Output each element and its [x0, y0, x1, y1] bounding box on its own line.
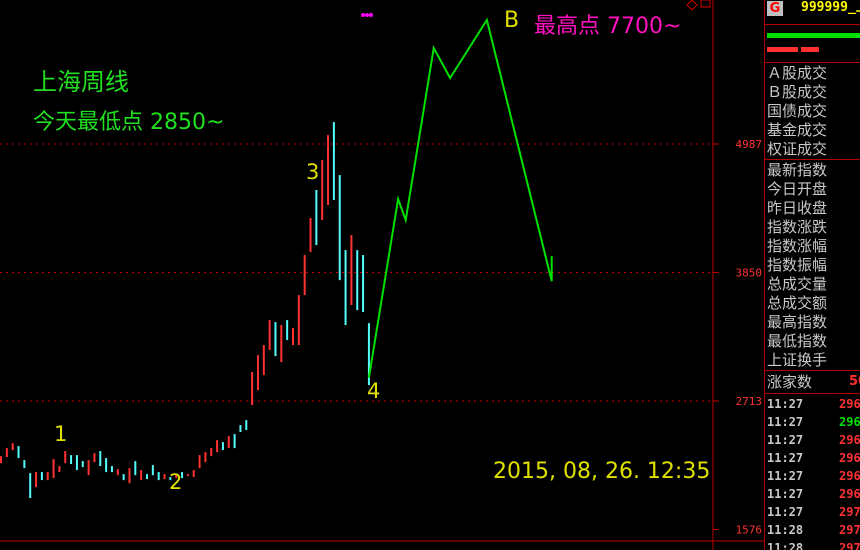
g-icon[interactable]: G: [767, 1, 783, 16]
tick-time: 11:27: [767, 487, 804, 501]
panel-label: Ｂ股成交: [767, 83, 828, 101]
y-tick-label: 2713: [736, 395, 763, 408]
panel-label: 基金成交: [767, 121, 828, 139]
panel-label: 权证成交: [767, 140, 828, 158]
projection-line: [367, 17, 553, 378]
tick-value: 297: [839, 523, 860, 537]
tick-time: 11:28: [767, 541, 804, 550]
wave-label-4: 4: [367, 379, 381, 403]
rise-count-value: 50: [849, 374, 860, 389]
green-ratio-bar: [767, 33, 860, 38]
tick-value: 296: [839, 433, 860, 447]
tick-row: 11:28 297: [765, 539, 860, 550]
high-point-note: 最高点 7700~: [534, 14, 682, 39]
panel-label: 最低指数: [767, 332, 828, 350]
tick-time: 11:27: [767, 469, 804, 483]
panel-label: 指数涨幅: [767, 237, 828, 255]
panel-label: 国债成交: [767, 102, 828, 120]
tick-value: 296: [839, 469, 860, 483]
tick-row: 11:27 296: [765, 395, 860, 413]
price-chart: 4987 3850 2713 1576: [0, 0, 764, 550]
tick-row: 11:27 296: [765, 413, 860, 431]
tick-row: 11:27 296: [765, 467, 860, 485]
panel-label: 总成交量: [767, 275, 828, 293]
panel-header: G 999999_上: [765, 0, 860, 25]
wave-label-2: 2: [169, 470, 183, 494]
tick-row: 11:28 297: [765, 521, 860, 539]
y-tick-label: 4987: [736, 138, 763, 151]
tick-time: 11:27: [767, 451, 804, 465]
tick-row: 11:27 296: [765, 485, 860, 503]
timestamp: 2015, 08, 26. 12:35: [493, 459, 711, 484]
tick-time: 11:27: [767, 415, 804, 429]
y-tick-label: 1576: [736, 524, 763, 537]
tick-list[interactable]: 11:27 296 11:27 296 11:27 296 11:27 296 11:27 296…: [765, 394, 860, 550]
tick-value: 296: [839, 415, 860, 429]
panel-label: 昨日收盘: [767, 199, 828, 217]
tick-row: 11:27 297: [765, 503, 860, 521]
wave-label-1: 1: [54, 422, 68, 446]
panel-label: 指数振幅: [767, 256, 828, 274]
panel-label: 今日开盘: [767, 180, 828, 198]
tick-time: 11:27: [767, 397, 804, 411]
tick-value: 296: [839, 397, 860, 411]
wave-label-3: 3: [306, 160, 320, 184]
red-ratio-bar: [801, 47, 819, 52]
panel-label: 最新指数: [767, 161, 828, 179]
low-point-note: 今天最低点 2850~: [33, 110, 225, 135]
tick-time: 11:27: [767, 505, 804, 519]
high-point-label: B: [504, 8, 520, 33]
window-icon[interactable]: [700, 0, 711, 8]
marker-icon: [361, 13, 373, 17]
panel-label: 指数涨跌: [767, 218, 828, 236]
ratio-bars: [765, 25, 860, 63]
y-tick-label: 3850: [736, 267, 763, 280]
price-bars: [0, 122, 370, 499]
tick-value: 296: [839, 487, 860, 501]
tick-time: 11:28: [767, 523, 804, 537]
panel-label: 最高指数: [767, 313, 828, 331]
rise-count-row: 涨家数 50: [765, 371, 860, 394]
tick-value: 296: [839, 451, 860, 465]
tick-value: 297: [839, 505, 860, 519]
panel-label: 总成交额: [767, 294, 828, 312]
tick-time: 11:27: [767, 433, 804, 447]
index-labels: 最新指数 今日开盘 昨日收盘 指数涨跌 指数涨幅 指数振幅 总成交量 总成交额 最高指数 最低指数…: [765, 160, 860, 371]
y-axis-ticks: 4987 3850 2713 1576: [713, 138, 762, 537]
red-ratio-bar: [767, 47, 798, 52]
tick-row: 11:27 296: [765, 449, 860, 467]
index-code: 999999_上: [801, 0, 860, 15]
chart-title: 上海周线: [33, 68, 129, 96]
panel-label: Ａ股成交: [767, 64, 828, 82]
tick-value: 297: [839, 541, 860, 550]
diamond-icon[interactable]: [686, 0, 698, 11]
turnover-labels: Ａ股成交 Ｂ股成交 国债成交 基金成交 权证成交: [765, 63, 860, 160]
tick-row: 11:27 296: [765, 431, 860, 449]
panel-label: 上证换手: [767, 351, 828, 369]
rise-count-label: 涨家数: [767, 373, 813, 391]
grid-lines: [0, 143, 713, 402]
